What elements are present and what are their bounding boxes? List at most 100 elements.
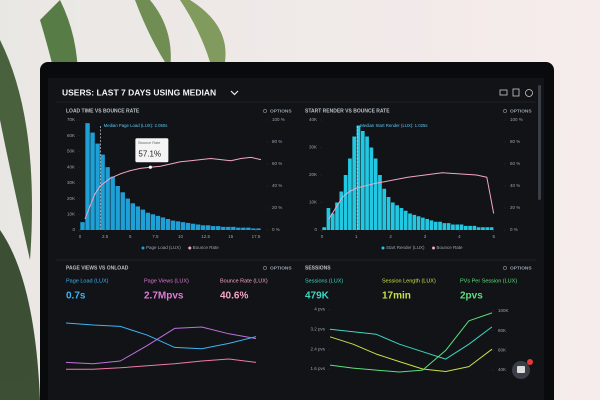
x-tick-label: 10 xyxy=(178,234,184,239)
x-tick-label: 1 xyxy=(355,234,358,239)
histogram-bar xyxy=(241,227,246,230)
histogram-bar xyxy=(90,132,95,230)
x-tick-label: 0 xyxy=(79,234,82,239)
metric-label: Page Views (LUX) xyxy=(144,278,189,284)
histogram-bar xyxy=(145,212,151,230)
y2-tick-label: 80 % xyxy=(272,139,282,144)
histogram-bar xyxy=(339,191,344,230)
toolbar-icons[interactable] xyxy=(499,88,533,97)
series-line xyxy=(65,326,257,365)
histogram-bar xyxy=(200,225,206,230)
y2-tick-label: 20 % xyxy=(510,205,520,210)
histogram-bar xyxy=(459,224,464,230)
histogram-bar xyxy=(190,223,196,230)
histogram-bar xyxy=(170,220,176,230)
options-button[interactable]: OPTIONS xyxy=(510,265,532,271)
y-tick-label: 60K xyxy=(67,133,75,138)
y-tick-label: 4 pvs xyxy=(314,307,326,312)
histogram-bar xyxy=(105,167,110,230)
scrollbar[interactable] xyxy=(538,85,541,200)
y2-tick-label: 100 % xyxy=(272,117,285,122)
histogram-bar xyxy=(421,217,425,230)
tooltip-title: Bounce Rate xyxy=(138,141,160,145)
series-line xyxy=(65,322,257,350)
legend-swatch xyxy=(381,246,385,250)
histogram-bar xyxy=(365,136,369,230)
y2-tick-label: 60 % xyxy=(510,161,520,166)
x-tick-label: 15 xyxy=(228,234,234,239)
metric-label: Page Load (LUX) xyxy=(66,278,109,284)
histogram-bar xyxy=(472,225,477,230)
histogram-bar xyxy=(412,214,417,230)
panel-title: SESSIONS xyxy=(305,265,331,271)
y2-tick-label: 60 % xyxy=(272,161,282,166)
histogram-bar xyxy=(395,205,399,230)
histogram-bar xyxy=(160,217,166,230)
series-line xyxy=(329,336,493,372)
y-tick-label: 20K xyxy=(309,172,317,177)
dashboard-title: USERS: LAST 7 DAYS USING MEDIAN xyxy=(62,87,216,97)
x-tick-label: 17.5 xyxy=(252,234,261,239)
y2-tick-label: 40K xyxy=(498,367,506,372)
histogram-bar xyxy=(95,143,100,230)
histogram-bar xyxy=(330,213,335,230)
histogram-bar xyxy=(251,228,256,230)
histogram-bar xyxy=(442,223,447,230)
histogram-bar xyxy=(115,186,120,230)
histogram-bar xyxy=(446,223,451,230)
metric-label: Session Length (LUX) xyxy=(382,278,436,284)
y2-tick-label: 40 % xyxy=(510,183,520,188)
histogram-bar xyxy=(360,131,365,230)
dropdown-icon[interactable] xyxy=(230,90,239,96)
y-tick-label: 20K xyxy=(67,196,75,201)
histogram-bar xyxy=(463,225,468,230)
series-line xyxy=(329,312,493,373)
histogram-bar xyxy=(408,213,412,230)
y-tick-label: 10K xyxy=(309,200,317,205)
panel-title: START RENDER VS BOUNCE RATE xyxy=(305,108,390,114)
options-button[interactable]: OPTIONS xyxy=(270,265,292,271)
y-tick-label: 40K xyxy=(309,117,317,122)
y-tick-label: 30K xyxy=(309,145,317,150)
median-label: Median Page Load (LUX): 2.050s xyxy=(104,123,168,128)
tooltip-value: 57.1% xyxy=(138,149,161,158)
legend-label: Start Render (LUX) xyxy=(386,245,425,250)
y-tick-label: 40K xyxy=(67,164,75,169)
chat-badge xyxy=(527,359,533,365)
options-button[interactable]: OPTIONS xyxy=(510,108,532,114)
histogram-bar xyxy=(256,228,261,230)
histogram-bar xyxy=(399,208,404,230)
histogram-bar xyxy=(155,215,161,230)
y-tick-label: 0 xyxy=(72,227,75,232)
y2-tick-label: 20 % xyxy=(272,205,282,210)
y2-tick-label: 100K xyxy=(498,308,509,313)
histogram-bar xyxy=(180,222,186,230)
histogram-bar xyxy=(343,175,348,230)
y-tick-label: 30K xyxy=(67,180,75,185)
y2-tick-label: 0 % xyxy=(272,227,280,232)
panel-title: PAGE VIEWS VS ONLOAD xyxy=(66,265,129,271)
y-tick-label: 70K xyxy=(67,117,75,122)
options-button[interactable]: OPTIONS xyxy=(270,108,292,114)
histogram-bar xyxy=(378,175,382,230)
histogram-bar xyxy=(216,226,221,230)
histogram-bar xyxy=(335,202,339,230)
histogram-bar xyxy=(429,220,434,230)
histogram-bar xyxy=(489,227,494,230)
histogram-bar xyxy=(140,209,146,230)
x-tick-label: 5 xyxy=(492,234,495,239)
histogram-bar xyxy=(85,123,90,230)
screen xyxy=(48,78,544,400)
histogram-bar xyxy=(455,224,460,230)
y-tick-label: 0 xyxy=(314,227,317,232)
histogram-bar xyxy=(130,203,135,230)
histogram-bar xyxy=(110,176,115,230)
y-tick-label: 10K xyxy=(67,211,75,216)
histogram-bar xyxy=(403,210,408,230)
x-tick-label: 2.5 xyxy=(102,234,109,239)
histogram-bar xyxy=(165,219,171,230)
histogram-bar xyxy=(221,226,226,230)
y-tick-label: 2.4 pvs xyxy=(310,346,325,351)
histogram-bar xyxy=(326,208,331,230)
legend-swatch xyxy=(432,246,436,250)
